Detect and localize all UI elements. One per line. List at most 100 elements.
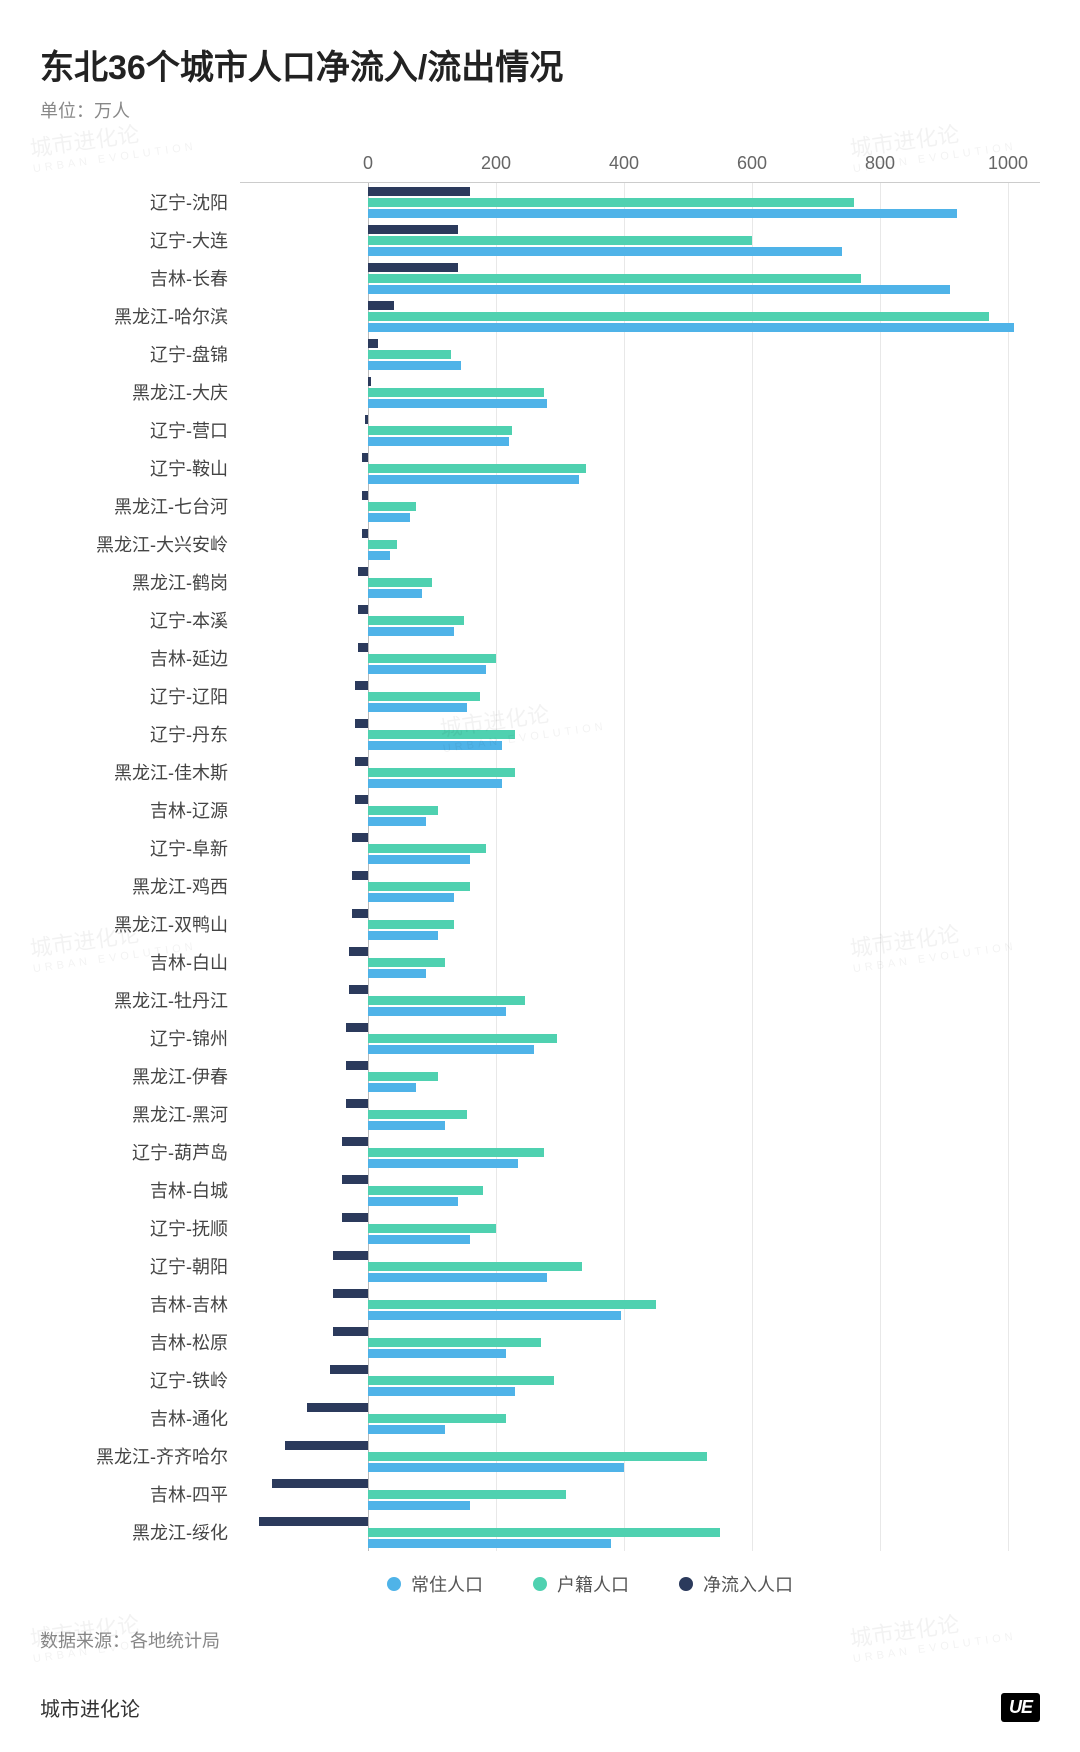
bar-group — [240, 1399, 1040, 1437]
city-label: 黑龙江-黑河 — [40, 1101, 240, 1127]
bar-group — [240, 905, 1040, 943]
bar-netflow — [355, 681, 368, 690]
bar-registered — [368, 920, 454, 929]
city-label: 吉林-通化 — [40, 1405, 240, 1431]
city-row: 辽宁-沈阳 — [40, 183, 1040, 221]
bar-netflow — [362, 491, 368, 500]
bar-group — [240, 1057, 1040, 1095]
bar-registered — [368, 768, 515, 777]
bar-netflow — [362, 529, 368, 538]
city-row: 黑龙江-鸡西 — [40, 867, 1040, 905]
bar-resident — [368, 741, 502, 750]
bar-group — [240, 1133, 1040, 1171]
city-row: 黑龙江-双鸭山 — [40, 905, 1040, 943]
city-row: 黑龙江-七台河 — [40, 487, 1040, 525]
bar-resident — [368, 1273, 547, 1282]
bar-netflow — [358, 643, 368, 652]
x-tick-label: 1000 — [988, 153, 1028, 174]
bar-registered — [368, 844, 486, 853]
city-label: 辽宁-辽阳 — [40, 683, 240, 709]
bar-registered — [368, 1110, 467, 1119]
bar-group — [240, 487, 1040, 525]
city-label: 辽宁-朝阳 — [40, 1253, 240, 1279]
city-label: 黑龙江-伊春 — [40, 1063, 240, 1089]
city-label: 黑龙江-双鸭山 — [40, 911, 240, 937]
bar-registered — [368, 274, 861, 283]
city-row: 辽宁-抚顺 — [40, 1209, 1040, 1247]
bar-group — [240, 1247, 1040, 1285]
bar-registered — [368, 996, 525, 1005]
bar-resident — [368, 703, 467, 712]
bar-group — [240, 373, 1040, 411]
city-row: 辽宁-锦州 — [40, 1019, 1040, 1057]
x-tick-label: 400 — [609, 153, 639, 174]
bar-registered — [368, 1148, 544, 1157]
bar-resident — [368, 285, 950, 294]
legend-dot — [679, 1577, 693, 1591]
city-label: 吉林-白城 — [40, 1177, 240, 1203]
bar-resident — [368, 817, 426, 826]
bar-netflow — [368, 339, 378, 348]
footer: 城市进化论 UE — [40, 1693, 1040, 1722]
bar-group — [240, 715, 1040, 753]
bar-netflow — [349, 985, 368, 994]
city-row: 辽宁-辽阳 — [40, 677, 1040, 715]
city-label: 黑龙江-鹤岗 — [40, 569, 240, 595]
bar-group — [240, 943, 1040, 981]
bar-registered — [368, 1376, 554, 1385]
city-label: 黑龙江-佳木斯 — [40, 759, 240, 785]
data-source: 数据来源：各地统计局 — [40, 1627, 1040, 1653]
bar-group — [240, 221, 1040, 259]
bar-registered — [368, 1262, 582, 1271]
city-label: 辽宁-大连 — [40, 227, 240, 253]
bar-resident — [368, 589, 422, 598]
bar-resident — [368, 1311, 621, 1320]
bar-registered — [368, 1490, 566, 1499]
city-label: 辽宁-锦州 — [40, 1025, 240, 1051]
bar-netflow — [368, 263, 458, 272]
city-row: 吉林-松原 — [40, 1323, 1040, 1361]
city-label: 吉林-长春 — [40, 265, 240, 291]
bar-netflow — [333, 1327, 368, 1336]
city-row: 吉林-四平 — [40, 1475, 1040, 1513]
bar-group — [240, 297, 1040, 335]
city-label: 辽宁-鞍山 — [40, 455, 240, 481]
bar-group — [240, 1323, 1040, 1361]
bar-registered — [368, 198, 854, 207]
city-row: 黑龙江-齐齐哈尔 — [40, 1437, 1040, 1475]
bar-netflow — [342, 1175, 368, 1184]
city-row: 吉林-长春 — [40, 259, 1040, 297]
city-row: 辽宁-铁岭 — [40, 1361, 1040, 1399]
bar-netflow — [365, 415, 368, 424]
footer-brand: 城市进化论 — [40, 1693, 140, 1722]
bar-group — [240, 1209, 1040, 1247]
bar-group — [240, 1171, 1040, 1209]
bar-group — [240, 183, 1040, 221]
bar-netflow — [285, 1441, 368, 1450]
city-label: 黑龙江-大兴安岭 — [40, 531, 240, 557]
city-row: 黑龙江-佳木斯 — [40, 753, 1040, 791]
chart-title: 东北36个城市人口净流入/流出情况 — [40, 40, 1040, 89]
bar-netflow — [368, 187, 470, 196]
city-label: 辽宁-盘锦 — [40, 341, 240, 367]
bar-resident — [368, 1539, 611, 1548]
city-row: 辽宁-大连 — [40, 221, 1040, 259]
legend-item-netflow: 净流入人口 — [679, 1571, 793, 1597]
city-label: 吉林-吉林 — [40, 1291, 240, 1317]
chart-container: 东北36个城市人口净流入/流出情况 单位：万人 0200400600800100… — [0, 0, 1080, 1752]
bar-resident — [368, 665, 486, 674]
bar-netflow — [342, 1137, 368, 1146]
bar-netflow — [349, 947, 368, 956]
bar-resident — [368, 437, 509, 446]
bar-resident — [368, 969, 426, 978]
bar-group — [240, 525, 1040, 563]
x-tick-label: 600 — [737, 153, 767, 174]
city-label: 辽宁-抚顺 — [40, 1215, 240, 1241]
bar-registered — [368, 1224, 496, 1233]
bar-group — [240, 1475, 1040, 1513]
city-label: 黑龙江-绥化 — [40, 1519, 240, 1545]
bar-netflow — [330, 1365, 368, 1374]
bar-netflow — [333, 1289, 368, 1298]
bar-netflow — [272, 1479, 368, 1488]
bar-resident — [368, 323, 1014, 332]
